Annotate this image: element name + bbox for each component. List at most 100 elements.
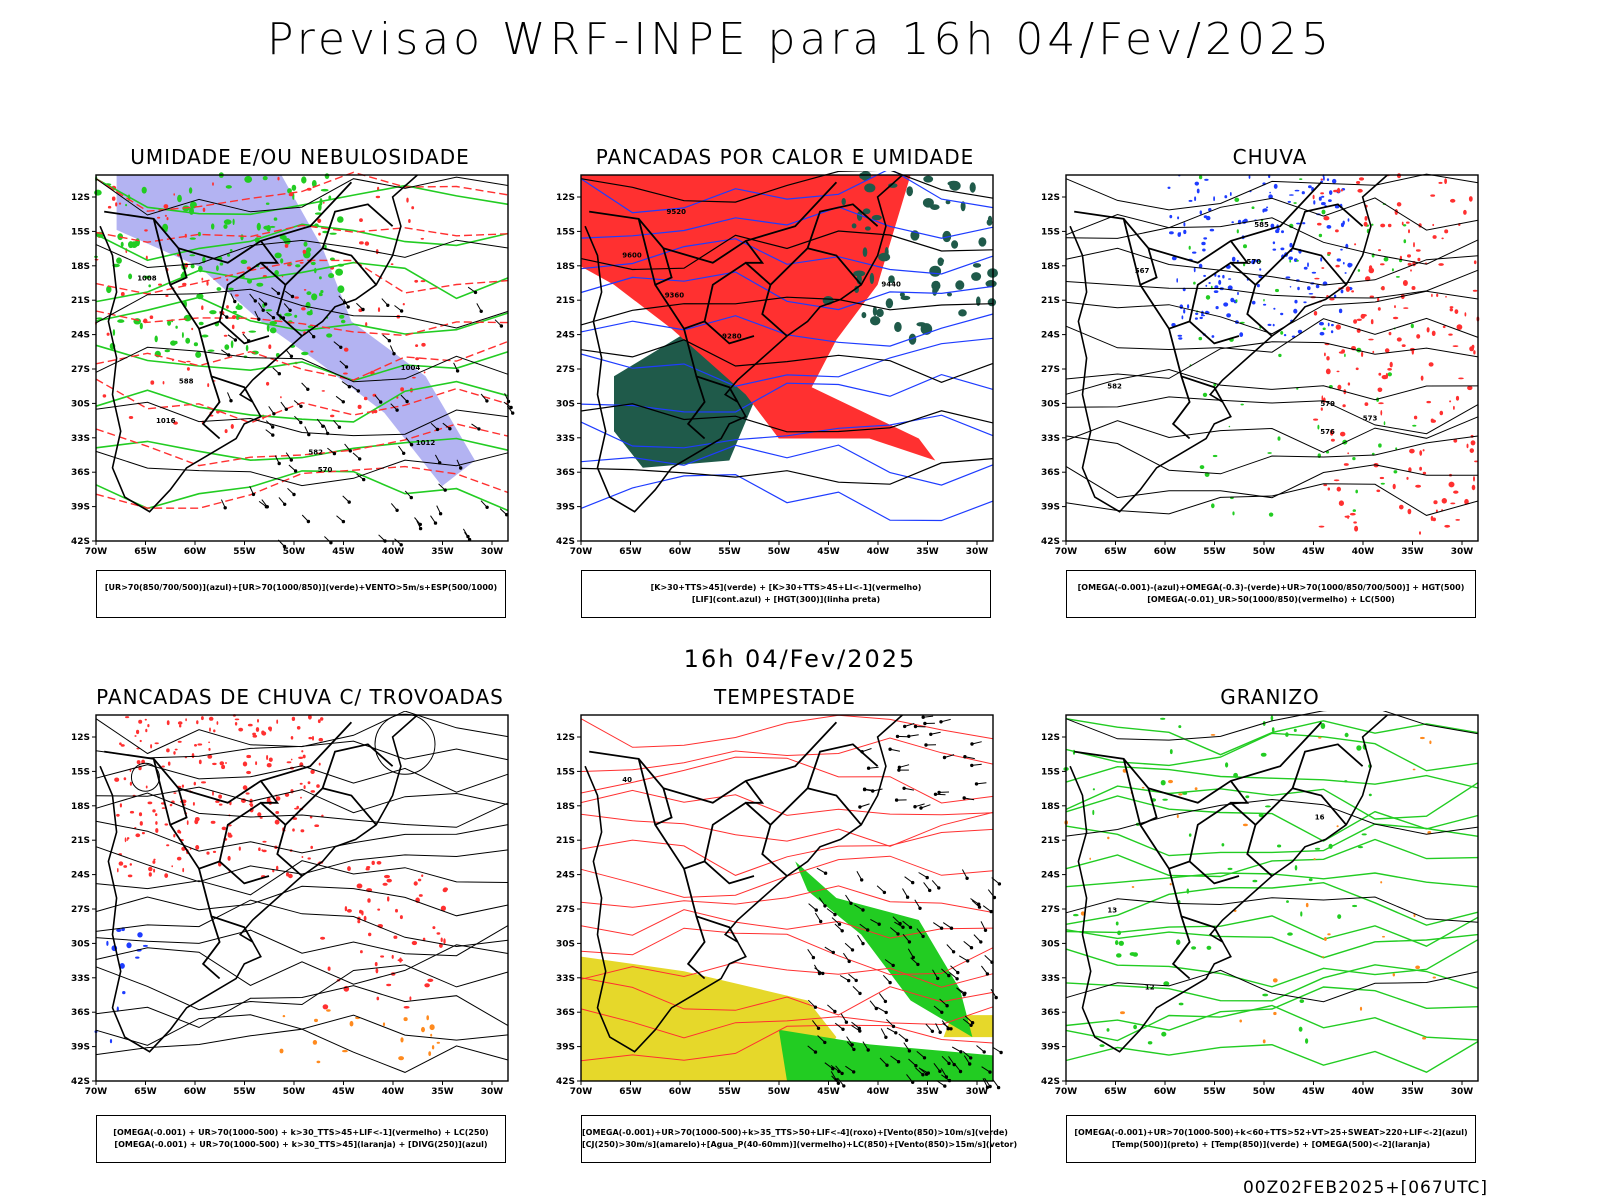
lat-tick-label: 24S <box>71 871 90 881</box>
lat-tick-label: 42S <box>71 537 90 547</box>
legend-line: [OMEGA(-0.001) + UR>70(1000-500) + k>30_… <box>114 1140 488 1149</box>
precipitable-water-contours <box>580 714 994 1062</box>
lat-tick-label: 15S <box>71 227 90 237</box>
panel-title: TEMPESTADE <box>714 685 856 709</box>
lat-tick-label: 21S <box>1041 296 1060 306</box>
lat-tick-label: 42S <box>71 1077 90 1087</box>
panel-title: UMIDADE E/OU NEBULOSIDADE <box>130 145 470 169</box>
coastline <box>99 714 418 1053</box>
wind-850-vectors <box>807 867 1003 1090</box>
lon-tick-label: 40W <box>867 1087 890 1097</box>
contour-label: 9360 <box>665 291 685 299</box>
panel-title: PANCADAS DE CHUVA C/ TROVOADAS <box>96 685 504 709</box>
legend-line: [UR>70(850/700/500)](azul)+[UR>70(1000/8… <box>104 583 498 592</box>
hgt500-contours <box>1065 173 1479 516</box>
legend-line: [OMEGA(-0.001)+UR>70(1000-500)+k<60+TTS>… <box>1074 1128 1468 1137</box>
lat-tick-label: 27S <box>1041 365 1060 375</box>
lon-tick-label: 65W <box>134 547 157 557</box>
map-background <box>96 715 508 1081</box>
lon-tick-label: 60W <box>184 547 207 557</box>
lat-tick-label: 24S <box>1041 871 1060 881</box>
lat-tick-label: 27S <box>71 365 90 375</box>
contour-label: 579 <box>1320 400 1335 408</box>
lat-tick-label: 18S <box>71 802 90 812</box>
lon-tick-label: 35W <box>1401 1087 1424 1097</box>
lat-tick-label: 30S <box>556 399 575 409</box>
lon-tick-label: 40W <box>1352 547 1375 557</box>
lat-tick-label: 30S <box>71 399 90 409</box>
lon-tick-label: 50W <box>283 1087 306 1097</box>
lon-tick-label: 30W <box>966 547 989 557</box>
legend-line: [LIF](cont.azul) + [HGT(300)](linha pret… <box>691 595 881 604</box>
lat-tick-label: 33S <box>71 434 90 444</box>
lon-tick-label: 60W <box>1154 547 1177 557</box>
lon-tick-label: 35W <box>1401 547 1424 557</box>
lon-tick-label: 65W <box>1104 1087 1127 1097</box>
coastline <box>584 714 903 1053</box>
lon-tick-label: 50W <box>1253 1087 1276 1097</box>
contour-label: 582 <box>308 449 323 457</box>
lat-tick-label: 36S <box>1041 468 1060 478</box>
map-frame <box>1065 174 1479 542</box>
temp-850-contours <box>1065 718 1479 1073</box>
contour-label: 1016 <box>156 417 176 425</box>
lat-tick-label: 12S <box>556 193 575 203</box>
lat-tick-label: 33S <box>556 434 575 444</box>
k-tts-cells <box>822 171 998 345</box>
lat-tick-label: 33S <box>1041 974 1060 984</box>
lat-tick-label: 18S <box>71 262 90 272</box>
lat-tick-label: 21S <box>1041 836 1060 846</box>
lat-tick-label: 39S <box>556 503 575 513</box>
lat-tick-label: 21S <box>71 296 90 306</box>
jet-stream-area <box>581 956 837 1081</box>
panel-title: PANCADAS POR CALOR E UMIDADE <box>595 145 975 169</box>
contour-label: 1004 <box>401 364 421 372</box>
contour-label: 567 <box>1135 267 1150 275</box>
lon-tick-label: 65W <box>134 1087 157 1097</box>
lon-tick-label: 60W <box>669 1087 692 1097</box>
lon-tick-label: 55W <box>1203 547 1226 557</box>
lon-tick-label: 60W <box>669 547 692 557</box>
cyclone-circle <box>130 762 160 792</box>
lon-tick-label: 45W <box>817 1087 840 1097</box>
political-borders <box>589 181 879 440</box>
thunderstorm-red-cells-coast <box>320 860 448 1010</box>
lat-tick-label: 24S <box>1041 331 1060 341</box>
legend-hail: [OMEGA(-0.001)+UR>70(1000-500)+k<60+TTS>… <box>1066 1115 1476 1163</box>
legend-line: [CJ(250)>30m/s](amarelo)+[Agua_P(40-60mm… <box>582 1140 1018 1149</box>
run-info: 00Z02FEB2025+[067UTC] <box>1242 1178 1488 1198</box>
lat-tick-label: 24S <box>71 331 90 341</box>
panel-heat-showers: PANCADAS POR CALOR E UMIDADE 12S 15S 18S 21… <box>545 145 1025 625</box>
map-background <box>1066 175 1478 541</box>
lat-tick-label: 33S <box>1041 434 1060 444</box>
lat-tick-label: 42S <box>1041 1077 1060 1087</box>
contour-label: 13 <box>1107 907 1117 915</box>
coastline <box>1069 174 1388 513</box>
contour-label: 12 <box>1145 983 1155 991</box>
lat-tick-label: 39S <box>71 503 90 513</box>
temp-850-islands <box>1063 715 1372 1047</box>
contour-label: 9280 <box>722 332 742 340</box>
lon-tick-label: 55W <box>233 1087 256 1097</box>
lon-tick-label: 45W <box>817 547 840 557</box>
contour-label: 576 <box>1320 428 1335 436</box>
lon-tick-label: 40W <box>382 1087 405 1097</box>
lon-tick-label: 45W <box>1302 1087 1325 1097</box>
lat-tick-label: 12S <box>71 733 90 743</box>
lat-tick-label: 36S <box>71 1008 90 1018</box>
lat-tick-label: 21S <box>556 296 575 306</box>
lat-tick-label: 24S <box>556 871 575 881</box>
contour-label: 9440 <box>881 280 901 288</box>
lat-tick-label: 30S <box>556 939 575 949</box>
lat-tick-label: 12S <box>556 733 575 743</box>
green-contours <box>95 178 509 512</box>
lon-tick-label: 60W <box>184 1087 207 1097</box>
panel-title: CHUVA <box>1232 145 1308 169</box>
lat-tick-label: 21S <box>71 836 90 846</box>
contour-label: 1012 <box>416 439 436 447</box>
